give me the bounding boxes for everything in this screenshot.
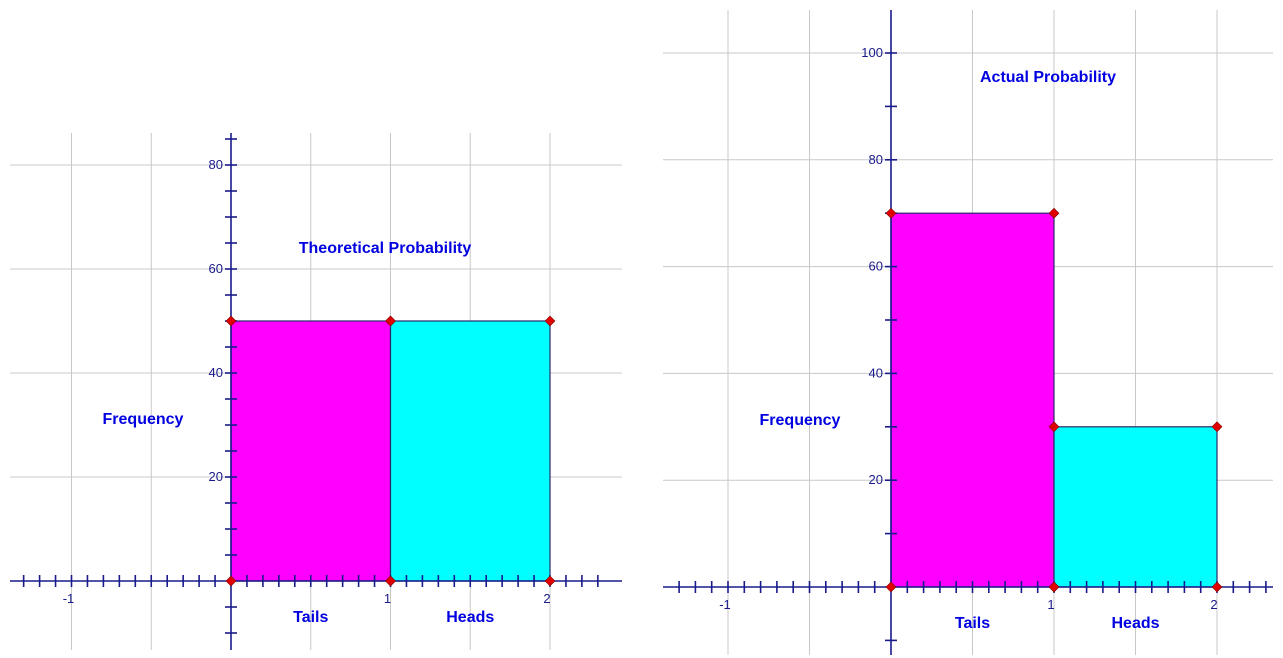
data-point: [1048, 421, 1060, 433]
category-label-tails: Tails: [293, 609, 328, 626]
chart-title: Actual Probability: [980, 69, 1116, 86]
x-tick-label: 1: [384, 591, 391, 606]
chart-title: Theoretical Probability: [299, 240, 472, 257]
actual-probability-chart: -1 1 2 20 40 60 80 100 Actual Probability Frequen…: [663, 10, 1273, 655]
y-tick-label: 80: [209, 157, 223, 172]
data-point: [225, 575, 237, 587]
y-tick-label: 60: [869, 259, 883, 274]
x-tick-label: 1: [1047, 597, 1054, 612]
bar-heads: [1053, 426, 1218, 588]
x-tick-label: -1: [63, 591, 75, 606]
bar-heads: [389, 320, 551, 582]
y-axis-label: Frequency: [103, 411, 184, 428]
x-tick-label: 2: [1210, 597, 1217, 612]
bar-tails: [890, 212, 1055, 588]
data-point: [225, 315, 237, 327]
data-point: [385, 575, 396, 587]
theoretical-probability-chart: -1 1 2 20 40 60 80 Theoretical Probability Frequ…: [10, 133, 622, 650]
y-tick-label: 100: [861, 45, 883, 60]
category-label-heads: Heads: [446, 609, 494, 626]
data-point: [385, 315, 396, 327]
data-point: [885, 581, 897, 593]
data-point: [1048, 581, 1060, 593]
x-tick-label: 2: [543, 591, 550, 606]
x-tick-label: -1: [719, 597, 731, 612]
y-tick-label: 40: [869, 365, 883, 380]
y-tick-label: 20: [869, 472, 883, 487]
y-tick-label: 60: [209, 261, 223, 276]
y-tick-label: 20: [209, 469, 223, 484]
data-point: [1048, 207, 1060, 219]
bar-tails: [230, 320, 392, 582]
data-point: [1211, 421, 1223, 433]
y-tick-label: 80: [869, 152, 883, 167]
data-point: [1211, 581, 1223, 593]
y-axis-label: Frequency: [760, 412, 841, 429]
category-label-heads: Heads: [1111, 615, 1159, 632]
data-point: [544, 575, 556, 587]
data-point: [544, 315, 556, 327]
data-point: [885, 207, 897, 219]
y-tick-label: 40: [209, 365, 223, 380]
category-label-tails: Tails: [955, 615, 990, 632]
